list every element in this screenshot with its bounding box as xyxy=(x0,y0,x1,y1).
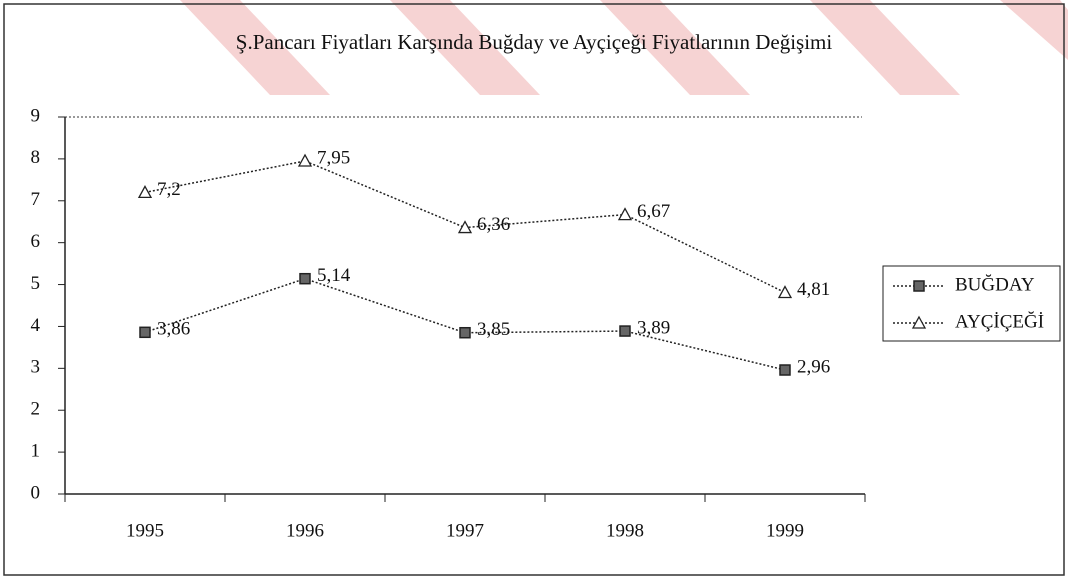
x-tick-label: 1999 xyxy=(766,520,804,541)
x-tick-label: 1998 xyxy=(606,520,644,541)
y-tick-label: 6 xyxy=(31,231,41,252)
data-label: 5,14 xyxy=(317,265,351,286)
marker xyxy=(617,207,633,221)
marker xyxy=(139,326,151,339)
data-label: 3,85 xyxy=(477,319,510,340)
y-tick-label: 1 xyxy=(31,440,41,461)
y-tick-label: 4 xyxy=(31,315,41,336)
data-label: 7,95 xyxy=(317,147,350,168)
x-tick-label: 1997 xyxy=(446,520,484,541)
y-tick-label: 0 xyxy=(31,482,41,503)
marker xyxy=(777,285,793,299)
marker xyxy=(457,220,473,234)
x-tick-label: 1996 xyxy=(286,520,324,541)
data-label: 7,2 xyxy=(157,179,181,200)
frame xyxy=(3,3,1065,576)
marker xyxy=(299,272,311,285)
data-label: 2,96 xyxy=(797,356,830,377)
series-line xyxy=(144,277,786,371)
y-tick-label: 8 xyxy=(31,147,41,168)
data-label: 6,36 xyxy=(477,214,510,235)
data-label: 4,81 xyxy=(797,279,830,300)
marker xyxy=(459,326,471,339)
chart-title: Ş.Pancarı Fiyatları Karşında Buğday ve A… xyxy=(236,30,833,54)
marker xyxy=(297,153,313,167)
y-tick-label: 7 xyxy=(31,189,41,210)
data-label: 6,67 xyxy=(637,201,670,222)
y-tick-label: 3 xyxy=(31,357,41,378)
legend-label: BUĞDAY xyxy=(955,273,1035,295)
marker xyxy=(779,364,791,376)
data-label: 3,89 xyxy=(637,317,670,338)
data-label: 3,86 xyxy=(157,319,190,340)
legend-label: AYÇİÇEĞİ xyxy=(955,310,1044,332)
marker xyxy=(619,325,631,337)
y-tick-label: 5 xyxy=(31,273,41,294)
y-tick-label: 2 xyxy=(31,399,41,420)
y-tick-label: 9 xyxy=(31,105,41,126)
x-tick-label: 1995 xyxy=(126,520,164,541)
marker xyxy=(137,185,153,199)
marker xyxy=(913,280,925,292)
watermark xyxy=(180,0,1068,95)
marker xyxy=(911,315,927,329)
